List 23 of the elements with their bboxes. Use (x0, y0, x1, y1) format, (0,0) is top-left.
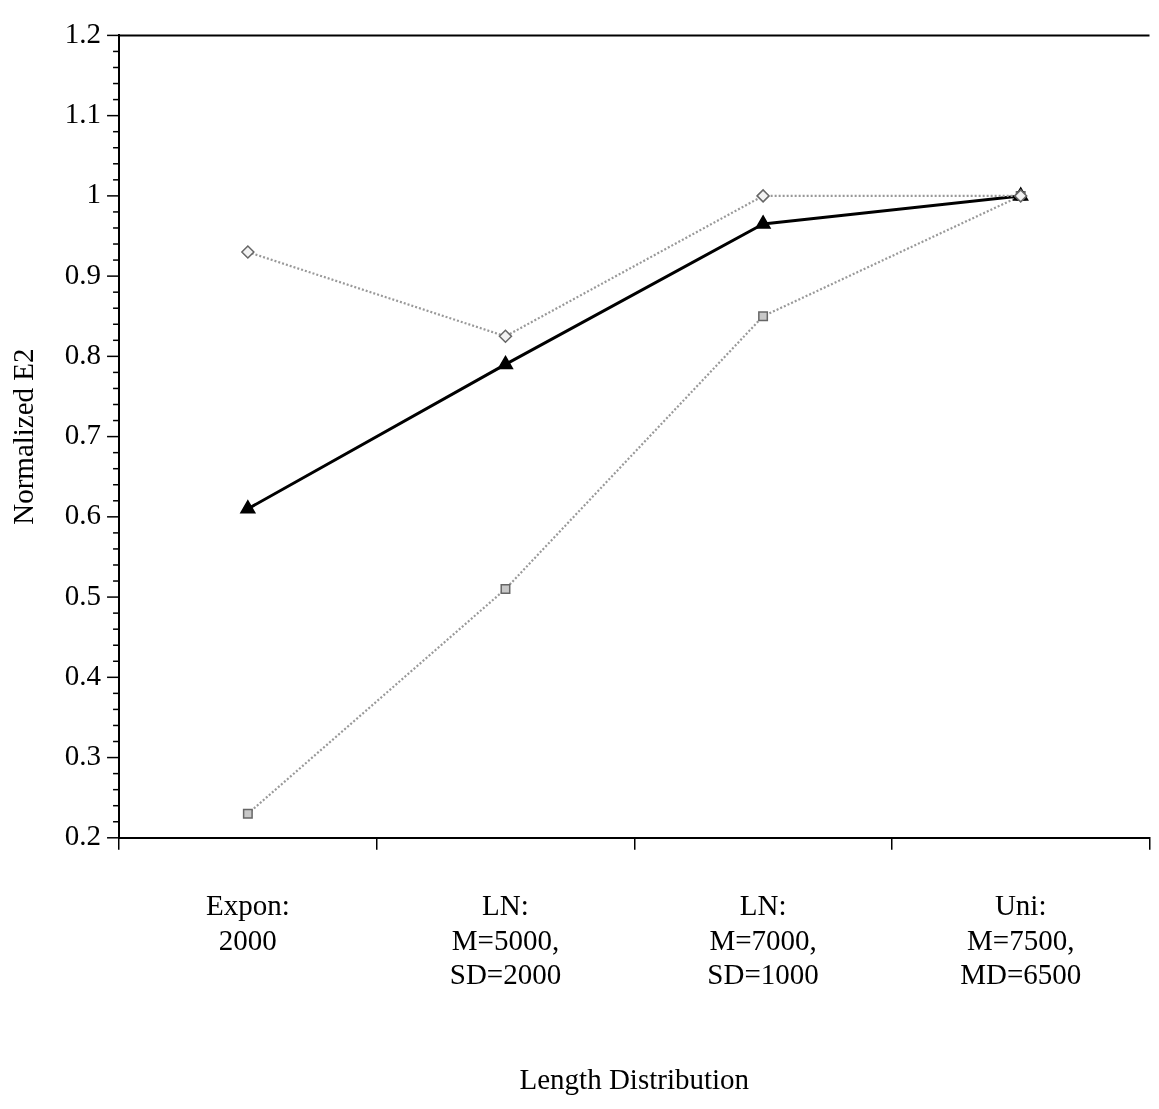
y-tick-label: 0.8 (64, 337, 102, 370)
point (240, 500, 256, 514)
x-tick-label: Expon: 2000 (205, 888, 290, 956)
y-tick-label: 0.2 (64, 819, 102, 852)
y-tick-label: 1.1 (64, 97, 102, 130)
y-tick-label: 0.7 (64, 418, 102, 451)
point (500, 584, 511, 595)
x-axis-title: Length Distribution (519, 1063, 750, 1096)
x-tick-label: LN: M=5000, SD=2000 (449, 888, 562, 991)
y-tick-label: 0.3 (64, 739, 102, 772)
y-tick-label: 0.5 (64, 578, 102, 611)
x-tick-label: LN: M=7000, SD=1000 (707, 888, 819, 991)
x-tick-label: Uni: M=7500, MD=6500 (960, 888, 1082, 991)
y-tick-label: 0.6 (64, 498, 102, 531)
y-tick-label: 0.9 (64, 257, 102, 290)
point (755, 215, 771, 229)
y-tick-label: 1.2 (64, 17, 102, 50)
point (242, 808, 253, 819)
point (758, 311, 769, 322)
y-axis-title: Normalized E2 (7, 348, 40, 525)
y-tick-label: 0.4 (64, 658, 102, 691)
y-tick-label: 1 (86, 177, 102, 210)
point (497, 355, 514, 370)
